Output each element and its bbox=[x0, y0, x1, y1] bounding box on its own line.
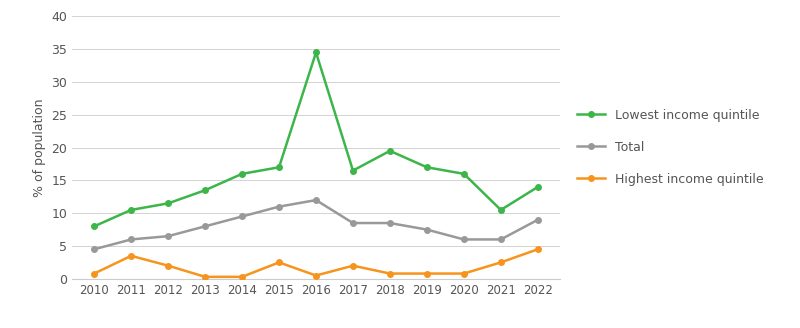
Lowest income quintile bbox=[200, 188, 210, 192]
Total bbox=[200, 224, 210, 228]
Lowest income quintile bbox=[385, 149, 394, 153]
Total bbox=[126, 237, 136, 241]
Total bbox=[385, 221, 394, 225]
Lowest income quintile bbox=[422, 165, 432, 169]
Highest income quintile bbox=[533, 247, 542, 251]
Highest income quintile bbox=[496, 260, 506, 264]
Total bbox=[422, 228, 432, 232]
Lowest income quintile bbox=[274, 165, 284, 169]
Lowest income quintile bbox=[238, 172, 247, 176]
Lowest income quintile bbox=[311, 51, 321, 54]
Lowest income quintile bbox=[533, 185, 542, 189]
Total bbox=[311, 198, 321, 202]
Highest income quintile bbox=[311, 274, 321, 277]
Lowest income quintile bbox=[126, 208, 136, 212]
Total bbox=[90, 247, 99, 251]
Lowest income quintile bbox=[90, 224, 99, 228]
Highest income quintile bbox=[422, 272, 432, 276]
Lowest income quintile bbox=[348, 169, 358, 173]
Highest income quintile bbox=[385, 272, 394, 276]
Lowest income quintile bbox=[459, 172, 469, 176]
Highest income quintile bbox=[163, 264, 173, 268]
Legend: Lowest income quintile, Total, Highest income quintile: Lowest income quintile, Total, Highest i… bbox=[571, 103, 770, 192]
Total bbox=[163, 234, 173, 238]
Highest income quintile bbox=[274, 260, 284, 264]
Highest income quintile bbox=[238, 275, 247, 279]
Total bbox=[238, 215, 247, 218]
Total bbox=[533, 218, 542, 222]
Lowest income quintile bbox=[496, 208, 506, 212]
Highest income quintile bbox=[459, 272, 469, 276]
Highest income quintile bbox=[348, 264, 358, 268]
Total bbox=[496, 237, 506, 241]
Line: Total: Total bbox=[91, 197, 541, 252]
Highest income quintile bbox=[126, 254, 136, 258]
Y-axis label: % of population: % of population bbox=[33, 98, 46, 197]
Highest income quintile bbox=[200, 275, 210, 279]
Line: Lowest income quintile: Lowest income quintile bbox=[91, 50, 541, 229]
Total bbox=[348, 221, 358, 225]
Total bbox=[459, 237, 469, 241]
Line: Highest income quintile: Highest income quintile bbox=[91, 247, 541, 279]
Lowest income quintile bbox=[163, 201, 173, 205]
Total bbox=[274, 205, 284, 209]
Highest income quintile bbox=[90, 272, 99, 276]
